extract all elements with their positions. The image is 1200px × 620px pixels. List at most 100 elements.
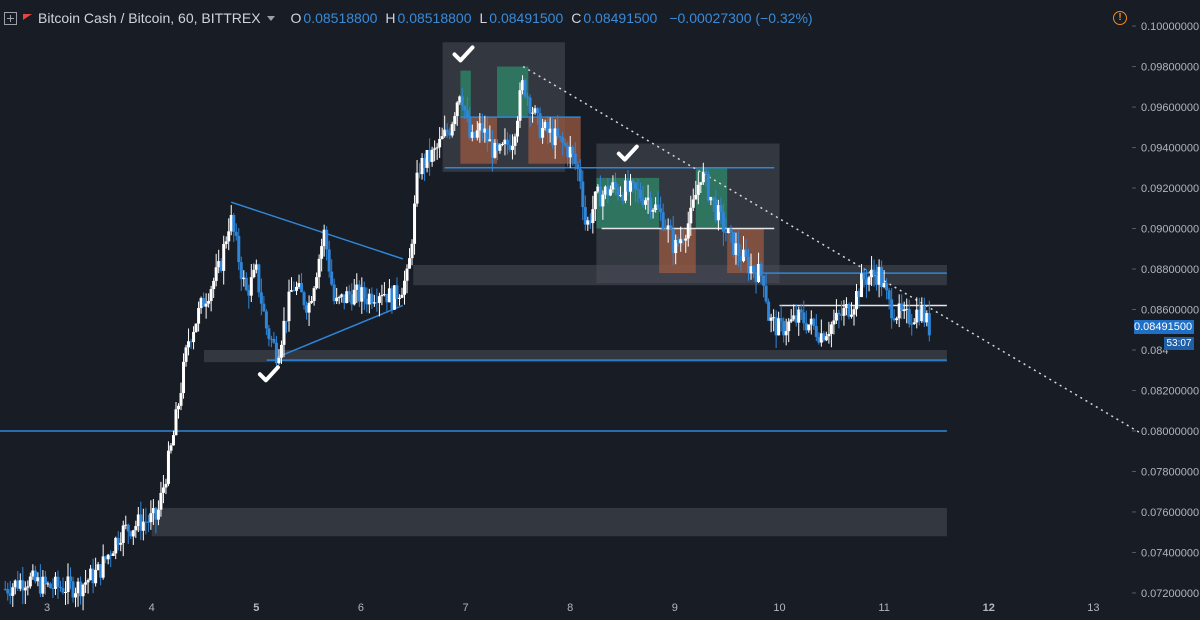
candle-body [58,586,62,588]
candle-body [227,231,231,242]
marks-layer [257,45,639,383]
candle-body [503,139,507,144]
candle-body [824,336,828,341]
triangle-lower-line [274,304,404,359]
candle-body [588,220,592,224]
candle-body [415,172,419,204]
candle-body [164,483,168,488]
candle-body [847,304,851,317]
candle-body [327,249,331,272]
candle-body [920,305,924,322]
symbol-title[interactable]: Bitcoin Cash / Bitcoin, 60, BITTREX [38,10,261,26]
candle-body [515,120,519,137]
candle-body [131,530,135,537]
candle-body [367,293,371,305]
candle-body [345,291,349,303]
price-tick-label: 0.09400000 [1141,143,1199,155]
candle-body [804,323,808,331]
candle-body [706,173,710,201]
candle-body [382,294,386,296]
candle-body [428,150,432,162]
candle-body [581,181,585,208]
candle-body [355,284,359,290]
candle-body [43,576,47,584]
candle-body [139,514,143,531]
time-tick-label: 13 [1087,602,1099,614]
candle-body [267,328,271,339]
candle-body [829,324,833,334]
candle-body [729,228,733,232]
candle-body [696,184,700,195]
candle-body [716,205,720,221]
candle-body [375,302,379,304]
candle-body [807,324,811,331]
candle-body [352,289,356,305]
candle-body [701,171,705,183]
candle-body [41,576,45,594]
candle-body [523,80,527,97]
candle-body [769,317,773,321]
candle-body [440,136,444,139]
candle-body [802,312,806,324]
candle-body [380,295,384,297]
price-tick-label: 0.08600000 [1141,305,1199,317]
candle-body [26,586,30,588]
price-axis[interactable]: 0.10000000 0.09800000 0.09600000 0.09400000… [1132,21,1199,600]
candle-body [603,186,607,195]
candle-body [631,180,635,183]
candle-body [739,255,743,262]
candle-body [3,588,7,590]
candle-body [23,587,27,591]
candle-body [242,277,246,280]
candle-body [360,287,364,302]
candle-body [541,127,545,138]
candle-body [244,277,248,291]
chevron-down-icon[interactable] [266,15,275,21]
candle-body [870,269,874,278]
candle-body [902,309,906,312]
check-icon [616,144,639,162]
expand-icon[interactable] [4,11,17,25]
candle-body [51,587,55,589]
candle-body [794,315,798,323]
lines-layer [0,65,1141,434]
candle-body [320,246,324,259]
candle-body [284,320,288,322]
candle-body [212,280,216,290]
candle-body [656,204,660,209]
candle-body [561,136,565,144]
candle-body [237,235,241,263]
candle-body [129,531,133,537]
candle-body [315,277,319,289]
candle-body [495,142,499,151]
time-axis[interactable]: 3 4 5 6 7 8 9 10 11 12 13 [44,602,1099,614]
candle-body [154,508,158,520]
candle-body [69,576,73,582]
warning-icon[interactable]: ! [1113,11,1127,25]
candle-body [636,189,640,191]
candle-body [480,123,484,133]
candle-body [219,261,223,271]
candle-body [418,172,422,175]
candle-body [458,96,462,103]
candle-body [827,333,831,337]
open-label: O [290,10,302,26]
candle-body [347,291,351,295]
candle-body [915,309,919,323]
candle-body [654,204,658,210]
candle-body [259,292,263,304]
candle-body [234,231,238,236]
candle-body [905,308,909,310]
candle-body [370,293,374,304]
candle-body [184,347,188,362]
candle-body [46,583,50,585]
candle-body [895,318,899,321]
candle-body [671,229,675,254]
candle-body [377,296,381,303]
candle-body [292,290,296,292]
price-tick-label: 0.08000000 [1141,426,1199,438]
change-value: −0.00027300 (−0.32%) [669,10,813,26]
candle-body [302,292,306,306]
price-tick-label: 0.09000000 [1141,224,1199,236]
